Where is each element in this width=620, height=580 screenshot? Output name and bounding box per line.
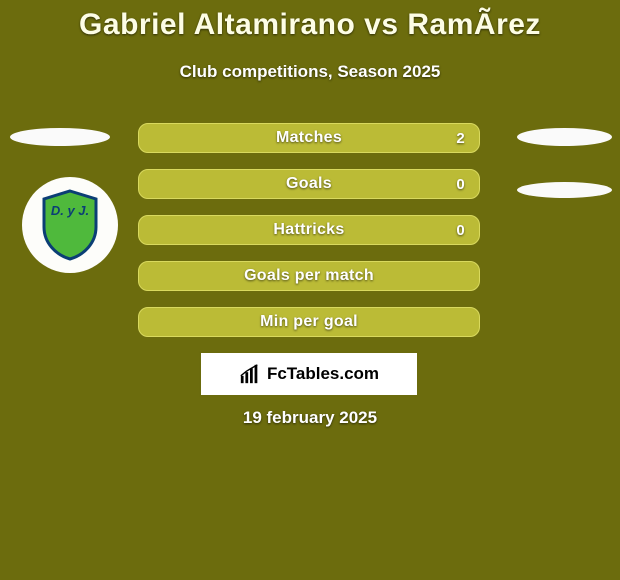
stat-label: Goals: [139, 175, 479, 193]
stat-row-goals-per-match: Goals per match: [138, 261, 480, 291]
player-right-placeholder-2: [517, 182, 612, 198]
stat-label: Goals per match: [139, 267, 479, 285]
stat-row-min-per-goal: Min per goal: [138, 307, 480, 337]
club-badge: D. y J.: [22, 177, 118, 273]
stat-row-hattricks: Hattricks 0: [138, 215, 480, 245]
attribution-text: FcTables.com: [267, 364, 379, 384]
stat-label: Min per goal: [139, 313, 479, 331]
stat-row-matches: Matches 2: [138, 123, 480, 153]
shield-text: D. y J.: [51, 203, 89, 218]
stat-value: 2: [456, 130, 465, 147]
chart-icon: [239, 363, 261, 385]
comparison-card: Gabriel Altamirano vs RamÃ­rez Club comp…: [0, 0, 620, 580]
stat-value: 0: [456, 222, 465, 239]
player-left-placeholder: [10, 128, 110, 146]
stat-value: 0: [456, 176, 465, 193]
page-subtitle: Club competitions, Season 2025: [0, 62, 620, 82]
page-title: Gabriel Altamirano vs RamÃ­rez: [0, 8, 620, 42]
player-right-placeholder-1: [517, 128, 612, 146]
attribution-box[interactable]: FcTables.com: [199, 351, 419, 397]
stat-label: Hattricks: [139, 221, 479, 239]
date-text: 19 february 2025: [0, 408, 620, 428]
shield-icon: D. y J.: [40, 189, 100, 261]
stat-row-goals: Goals 0: [138, 169, 480, 199]
stat-label: Matches: [139, 129, 479, 147]
